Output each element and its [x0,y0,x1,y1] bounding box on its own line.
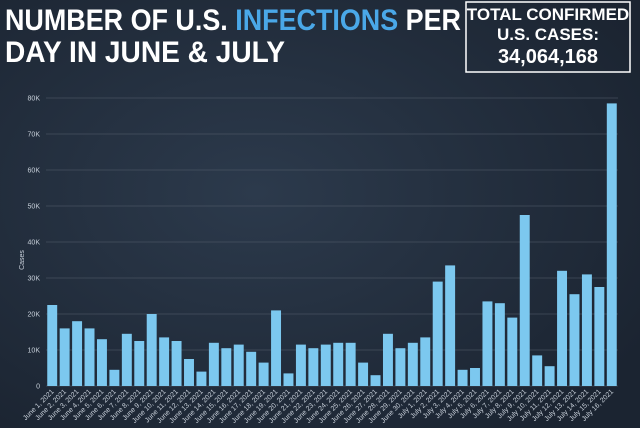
bar [271,310,282,386]
total-label: TOTAL CONFIRMED [467,5,629,24]
bar [146,314,157,386]
bar [333,342,344,386]
bar [358,362,369,386]
bar [532,355,543,386]
title-part: PER [406,4,462,37]
bar [370,375,381,386]
bar [246,351,257,386]
bar [295,344,306,386]
chart-title: NUMBER OF U.S. INFECTIONS PER [5,4,461,37]
bar [258,362,269,386]
y-tick-label: 50K [28,204,41,211]
bar [432,281,443,386]
bar [395,348,406,386]
bar [47,305,58,386]
y-tick-label: 70K [28,132,41,139]
bar [581,274,592,386]
y-tick-label: 20K [28,312,41,319]
bar [184,359,194,386]
y-tick-label: 40K [28,240,41,247]
bar [109,369,120,386]
bar [171,341,182,386]
bar [208,342,219,386]
bar [494,303,505,386]
total-label: U.S. CASES: [497,25,599,44]
bar [544,366,555,386]
bar [283,373,294,386]
bar [159,337,170,386]
bar [134,341,145,386]
bar [606,103,617,387]
bar [507,317,518,386]
title-part: NUMBER OF U.S. [5,4,228,37]
y-tick-label: 80K [28,96,41,103]
title-highlight: INFECTIONS [235,4,398,37]
bar [569,294,580,386]
chart-title: DAY IN JUNE & JULY [5,36,285,69]
bar [470,368,480,386]
bar [594,287,605,386]
y-tick-label: 0 [36,384,40,391]
bar [457,369,468,386]
y-axis-label: Cases [19,250,26,270]
bar [407,342,418,386]
y-tick-label: 10K [28,348,41,355]
total-box [465,1,631,73]
bar [445,265,456,386]
bar [482,301,493,386]
bar [233,344,244,386]
bar [84,328,95,386]
bar [308,348,319,386]
y-tick-label: 60K [28,168,41,175]
bar [345,342,356,386]
bar [221,348,232,386]
bar [420,337,431,386]
bar [557,270,568,386]
bar [59,328,70,386]
bar [121,333,132,386]
bar [519,215,530,386]
bar [96,339,107,386]
y-tick-label: 30K [28,276,41,283]
bar [320,344,331,386]
bar [382,333,393,386]
bar [196,371,207,386]
total-value: 34,064,168 [498,46,598,68]
bar [72,321,83,386]
